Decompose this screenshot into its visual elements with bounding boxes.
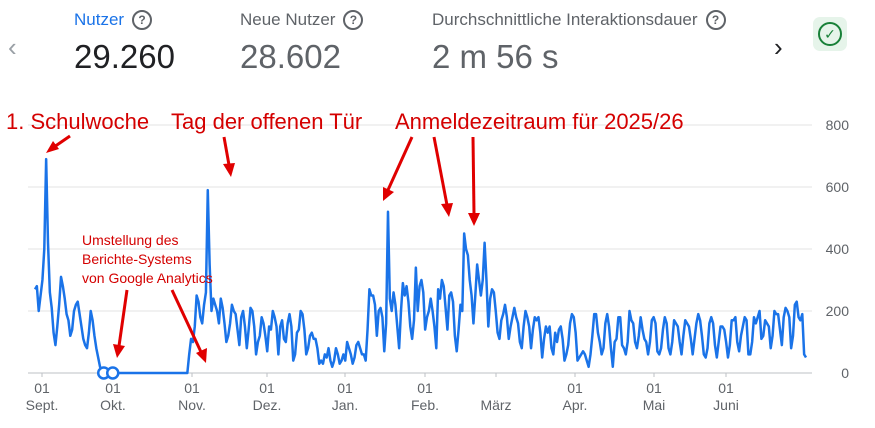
metric-value: 2 m 56 s (432, 38, 559, 75)
metric-label: Neue Nutzer ? (240, 10, 364, 30)
arrowhead (223, 163, 235, 177)
y-tick-label: 400 (826, 241, 850, 257)
metric-label-text: Neue Nutzer (240, 10, 336, 29)
chevron-right-icon[interactable]: › (774, 32, 783, 62)
arrow-anmeldung-2 (432, 136, 449, 206)
x-tick-day: 01 (567, 380, 583, 396)
x-tick-day: 01 (337, 380, 353, 396)
metric-label-text: Nutzer (74, 10, 125, 29)
x-tick-month: Sept. (26, 397, 59, 413)
metric-nutzer[interactable]: Nutzer ? 29.260 (74, 10, 175, 76)
arrow-anmeldung-1 (386, 136, 414, 191)
x-tick-month: Dez. (253, 397, 282, 413)
y-axis-ticks: 800 600 400 200 0 (826, 117, 850, 381)
arrow-umstellung-2 (170, 289, 203, 353)
annotation-offene-tuer: Tag der offenen Tür (171, 109, 362, 134)
x-tick-day: 01 (184, 380, 200, 396)
x-tick-day: 01 (34, 380, 50, 396)
metric-label: Nutzer ? (74, 10, 175, 30)
x-tick-day: 01 (417, 380, 433, 396)
arrow-schulwoche (53, 134, 71, 149)
help-icon[interactable]: ? (705, 10, 726, 30)
x-tick-month: Feb. (411, 397, 439, 413)
arrow-umstellung-1 (117, 289, 129, 347)
help-icon[interactable]: ? (343, 10, 364, 30)
y-tick-label: 800 (826, 117, 850, 133)
x-tick-month: März (480, 397, 511, 413)
arrowhead (113, 344, 125, 358)
y-tick-label: 0 (841, 365, 849, 381)
arrowhead (46, 141, 59, 153)
arrowhead (196, 348, 207, 363)
metric-neue-nutzer[interactable]: Neue Nutzer ? 28.602 (240, 10, 364, 76)
x-tick-day: 01 (105, 380, 121, 396)
metrics-panel: ‹ Nutzer ? 29.260 Neue Nutzer ? 28.602 D… (0, 0, 875, 100)
annotation-umstellung-1: Umstellung des (82, 232, 179, 248)
help-icon[interactable]: ? (132, 10, 153, 30)
annotation-anmeldung: Anmeldezeitraum für 2025/26 (395, 109, 684, 134)
chart-series (33, 157, 808, 380)
metric-value: 28.602 (240, 38, 341, 75)
x-tick-month: Mai (643, 397, 666, 413)
x-tick-month: Apr. (563, 397, 588, 413)
y-tick-label: 200 (826, 303, 850, 319)
data-gap-marker (105, 366, 120, 380)
annotation-schulwoche: 1. Schulwoche (6, 109, 149, 134)
arrow-offene-tuer (222, 136, 231, 166)
chevron-left-icon[interactable]: ‹ (8, 32, 17, 62)
x-tick-month: Nov. (178, 397, 206, 413)
metric-interaktionsdauer[interactable]: Durchschnittliche Interaktionsdauer ? 2 … (432, 10, 726, 76)
x-tick-month: Okt. (100, 397, 126, 413)
check-circle-icon: ✓ (818, 22, 842, 46)
x-tick-day: 01 (259, 380, 275, 396)
x-tick-month: Juni (713, 397, 739, 413)
annotation-umstellung-3: von Google Analytics (82, 270, 213, 286)
annotations: 1. Schulwoche Tag der offenen Tür Anmeld… (6, 109, 684, 363)
x-tick-day: 01 (718, 380, 734, 396)
arrow-anmeldung-3 (471, 136, 476, 215)
metric-label-text: Durchschnittliche Interaktionsdauer (432, 10, 698, 29)
y-tick-label: 600 (826, 179, 850, 195)
metric-value: 29.260 (74, 38, 175, 75)
annotation-arrows (46, 134, 480, 363)
metric-label: Durchschnittliche Interaktionsdauer ? (432, 10, 726, 30)
arrowhead (383, 187, 394, 201)
status-badge[interactable]: ✓ (813, 17, 847, 51)
series-line-nutzer (33, 157, 808, 375)
arrowhead (468, 213, 480, 226)
arrowhead (441, 203, 453, 217)
annotation-umstellung-2: Berichte-Systems (82, 251, 192, 267)
x-tick-day: 01 (646, 380, 662, 396)
x-tick-month: Jan. (332, 397, 358, 413)
